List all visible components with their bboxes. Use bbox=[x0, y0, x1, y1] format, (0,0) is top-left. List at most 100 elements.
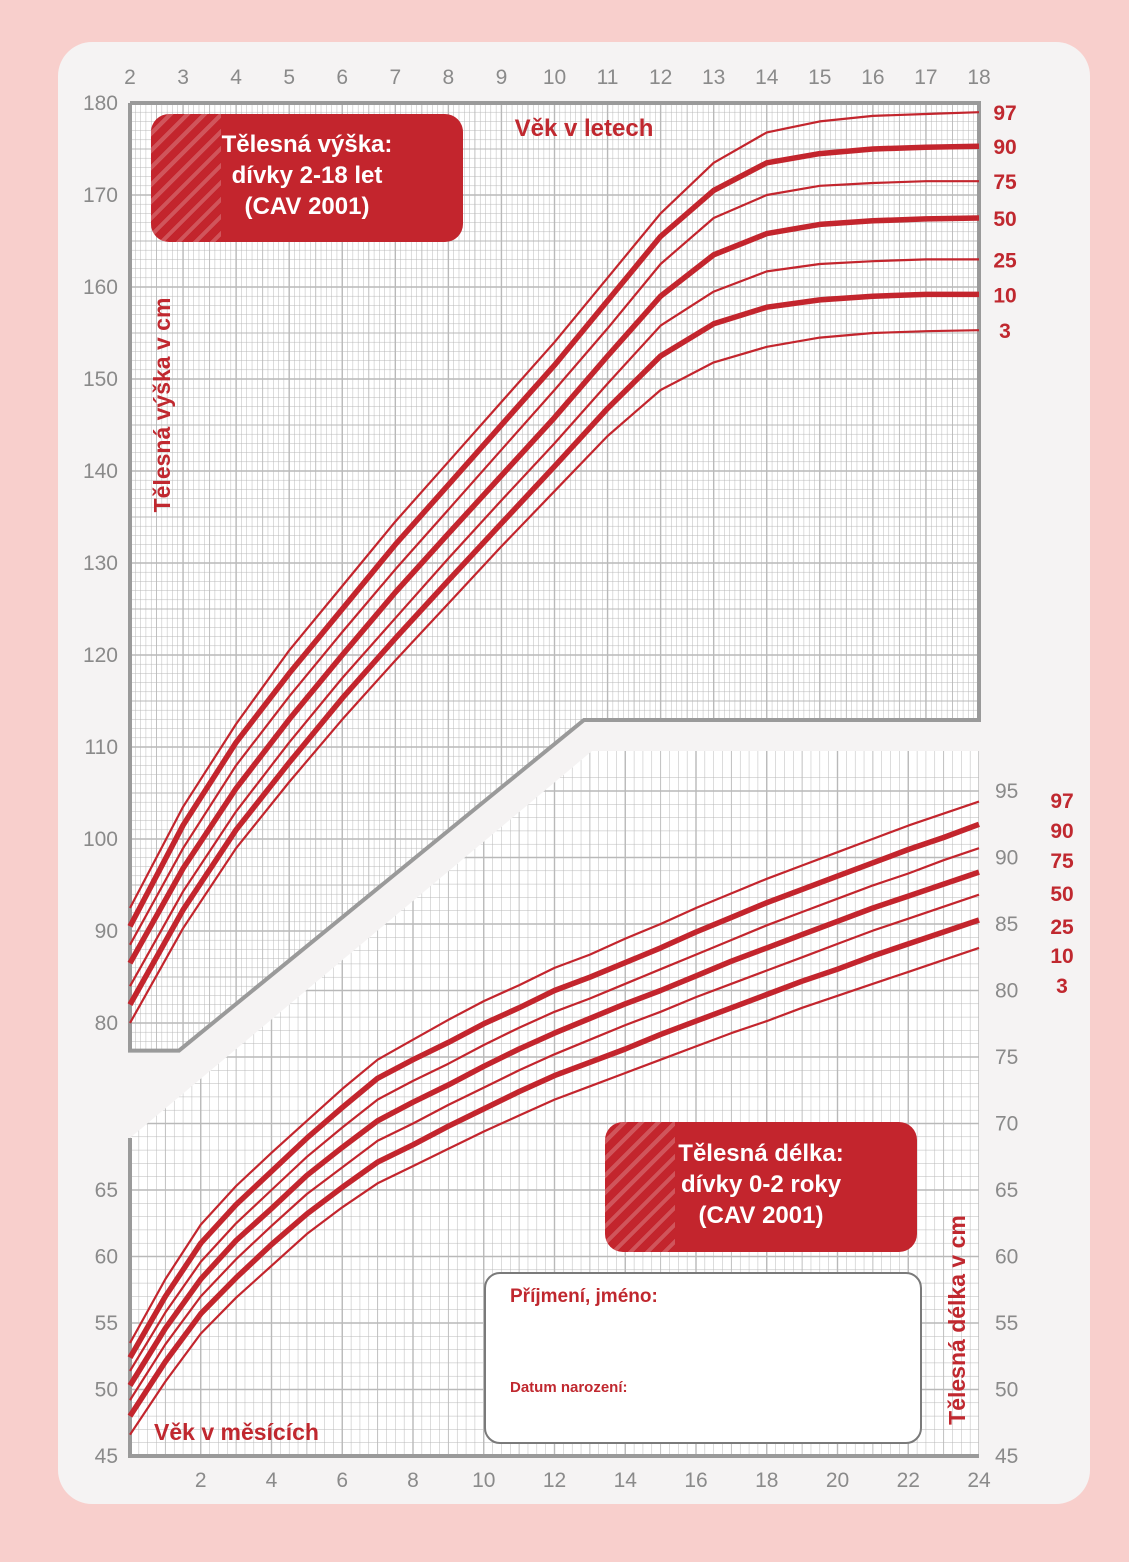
y-tick-label: 45 bbox=[95, 1445, 118, 1468]
y-tick-label: 65 bbox=[95, 1179, 118, 1202]
title-stripes bbox=[605, 1122, 675, 1252]
y-tick-label: 160 bbox=[83, 276, 118, 299]
series-line-90 bbox=[127, 143, 980, 928]
percentile-label-3: 3 bbox=[999, 320, 1011, 343]
name-field[interactable] bbox=[696, 1282, 906, 1312]
series-line-97 bbox=[129, 111, 980, 909]
title-stripes bbox=[151, 114, 221, 242]
y-tick-label: 110 bbox=[85, 736, 118, 759]
grid-layer bbox=[128, 101, 981, 1458]
x-tick-label: 4 bbox=[266, 1469, 278, 1492]
x-tick-label: 14 bbox=[755, 66, 779, 89]
y-tick-label: 170 bbox=[83, 184, 118, 207]
y-axis-label-length: Tělesná délka v cm bbox=[944, 1215, 970, 1425]
series-layer bbox=[127, 111, 980, 1436]
x-tick-label: 8 bbox=[443, 66, 455, 89]
x-tick-label: 12 bbox=[543, 1469, 566, 1492]
x-tick-label: 17 bbox=[914, 66, 937, 89]
percentile-label-97: 97 bbox=[993, 102, 1016, 125]
percentile-label-75: 75 bbox=[993, 171, 1017, 194]
x-tick-label: 10 bbox=[472, 1469, 495, 1492]
y-tick-label: 60 bbox=[995, 1246, 1018, 1269]
percentile-label-75: 75 bbox=[1050, 850, 1074, 873]
x-tick-label: 11 bbox=[597, 66, 619, 89]
y-tick-label: 45 bbox=[995, 1445, 1018, 1468]
x-tick-label: 24 bbox=[967, 1469, 991, 1492]
series-line-10 bbox=[127, 917, 980, 1418]
y-tick-label: 80 bbox=[995, 980, 1018, 1003]
y-tick-label: 80 bbox=[95, 1012, 118, 1035]
x-tick-label: 18 bbox=[755, 1469, 778, 1492]
y-tick-label: 130 bbox=[83, 552, 118, 575]
title-line: (CAV 2001) bbox=[244, 193, 370, 220]
birth-date-field-label: Datum narození: bbox=[510, 1379, 628, 1396]
series-line-25 bbox=[129, 893, 980, 1401]
x-tick-label: 9 bbox=[496, 66, 508, 89]
x-tick-label: 18 bbox=[967, 66, 990, 89]
x-tick-label: 8 bbox=[407, 1469, 419, 1492]
percentile-label-3: 3 bbox=[1056, 975, 1068, 998]
title-box-height: Tělesná výška: dívky 2-18 let (CAV 2001) bbox=[151, 114, 463, 242]
y-tick-label: 120 bbox=[83, 644, 118, 667]
y-tick-label: 65 bbox=[995, 1179, 1018, 1202]
series-line-75 bbox=[129, 180, 979, 946]
x-tick-label: 16 bbox=[684, 1469, 707, 1492]
percentile-label-90: 90 bbox=[1050, 820, 1073, 843]
patient-info-box: Příjmení, jméno: Datum narození: bbox=[484, 1272, 922, 1444]
axis-layer: 2 3 4 5 6 7 8 9 10 11 12 13 14 15 16 17 1880901001101201… bbox=[83, 66, 1018, 1492]
title-line: dívky 2-18 let bbox=[231, 162, 383, 189]
percentile-label-10: 10 bbox=[993, 284, 1016, 307]
y-tick-label: 50 bbox=[95, 1379, 118, 1402]
title-line: (CAV 2001) bbox=[698, 1202, 824, 1229]
y-tick-label: 90 bbox=[95, 920, 118, 943]
y-axis-label-height: Tělesná výška v cm bbox=[149, 298, 175, 513]
x-tick-label: 2 bbox=[124, 66, 136, 89]
x-tick-label: 16 bbox=[861, 66, 884, 89]
y-tick-label: 85 bbox=[995, 913, 1018, 936]
percentile-label-50: 50 bbox=[1050, 883, 1073, 906]
birth-date-field[interactable] bbox=[666, 1372, 906, 1402]
y-tick-label: 55 bbox=[95, 1312, 118, 1335]
series-line-50 bbox=[127, 215, 980, 965]
x-tick-label: 2 bbox=[195, 1469, 207, 1492]
x-tick-label: 7 bbox=[389, 66, 401, 89]
title-line: Tělesná délka: bbox=[678, 1140, 844, 1167]
percentile-label-90: 90 bbox=[993, 136, 1016, 159]
y-tick-label: 90 bbox=[995, 847, 1018, 870]
percentile-label-50: 50 bbox=[993, 208, 1016, 231]
x-tick-label: 14 bbox=[614, 1469, 638, 1492]
y-tick-label: 100 bbox=[83, 828, 118, 851]
series-line-3 bbox=[129, 329, 980, 1024]
percentile-label-10: 10 bbox=[1050, 945, 1073, 968]
series-line-10 bbox=[127, 291, 979, 1006]
x-axis-label-years: Věk v letech bbox=[515, 115, 654, 142]
label-layer: 97 90 75 50 25 10 3 97 90 75 50 25 10 3 bbox=[993, 102, 1074, 998]
y-tick-label: 70 bbox=[995, 1113, 1018, 1136]
y-tick-label: 150 bbox=[83, 368, 118, 391]
height-plot-border bbox=[128, 101, 981, 1053]
x-tick-label: 22 bbox=[897, 1469, 920, 1492]
x-tick-label: 6 bbox=[336, 66, 348, 89]
title-box-length: Tělesná délka: dívky 0-2 roky (CAV 2001) bbox=[605, 1122, 917, 1252]
title-line: Tělesná výška: bbox=[221, 131, 393, 158]
x-tick-label: 20 bbox=[826, 1469, 849, 1492]
y-tick-label: 180 bbox=[83, 92, 118, 115]
y-tick-label: 140 bbox=[83, 460, 118, 483]
x-tick-label: 4 bbox=[230, 66, 242, 89]
x-tick-label: 3 bbox=[177, 66, 189, 89]
y-tick-label: 50 bbox=[995, 1379, 1018, 1402]
percentile-label-97: 97 bbox=[1050, 790, 1073, 813]
series-line-97 bbox=[129, 800, 980, 1344]
x-tick-label: 6 bbox=[336, 1469, 348, 1492]
x-tick-label: 12 bbox=[649, 66, 672, 89]
y-tick-label: 55 bbox=[995, 1312, 1018, 1335]
series-line-3 bbox=[129, 946, 980, 1436]
x-tick-label: 15 bbox=[808, 66, 831, 89]
series-line-75 bbox=[129, 847, 980, 1372]
series-line-90 bbox=[127, 821, 980, 1359]
y-tick-label: 60 bbox=[95, 1246, 118, 1269]
x-tick-label: 5 bbox=[283, 66, 295, 89]
title-line: dívky 0-2 roky bbox=[680, 1171, 842, 1198]
name-field-label: Příjmení, jméno: bbox=[510, 1286, 658, 1307]
x-axis-label-months: Věk v měsících bbox=[154, 1419, 319, 1445]
